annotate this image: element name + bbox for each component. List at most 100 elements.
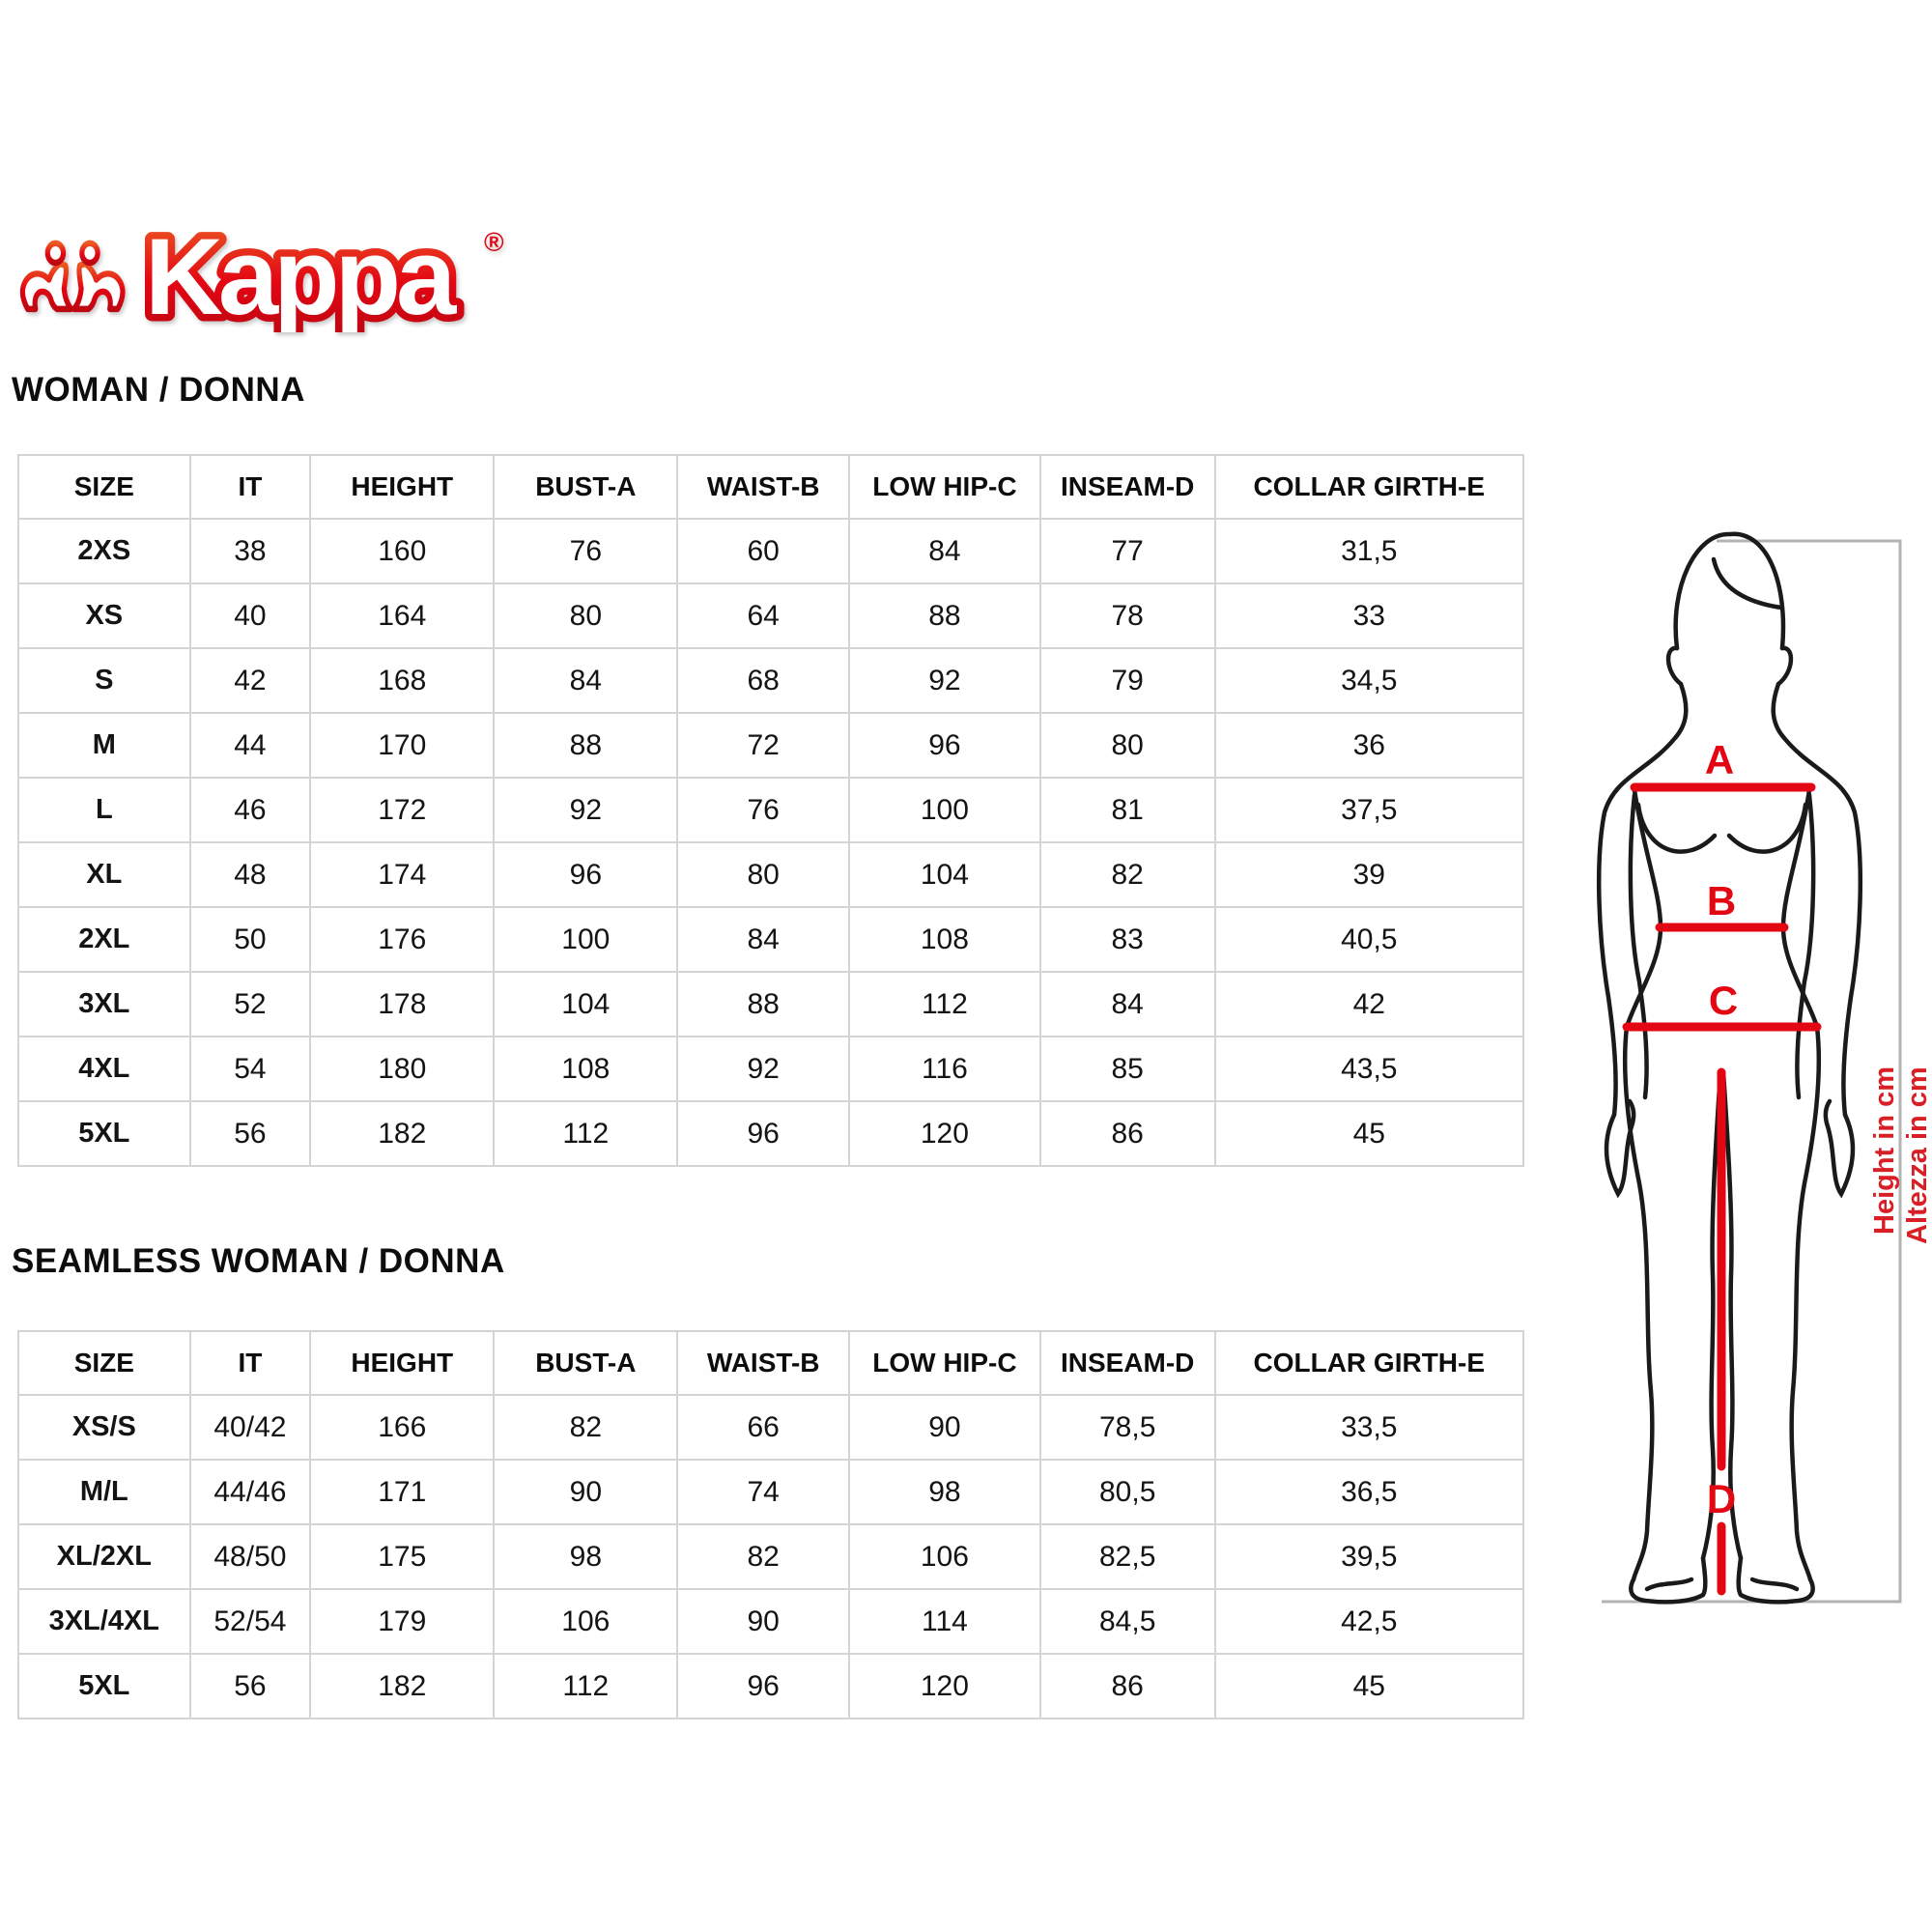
value-cell: 56 xyxy=(188,1653,312,1719)
value-cell: 84 xyxy=(1038,971,1216,1037)
value-cell: 108 xyxy=(847,906,1041,973)
value-cell: 40 xyxy=(188,582,312,649)
column-header: LOW HIP-C xyxy=(847,1330,1041,1396)
label-a: A xyxy=(1705,737,1734,782)
table-row: 2XS 38 160 76 60 84 77 31,5 xyxy=(17,518,1525,584)
table-row: 2XL 50 176 100 84 108 83 40,5 xyxy=(17,906,1525,973)
value-cell: 44/46 xyxy=(188,1459,312,1525)
hair-fringe xyxy=(1711,556,1784,611)
value-cell: 170 xyxy=(309,712,496,779)
kappa-omini-icon xyxy=(19,240,126,313)
column-header: COLLAR GIRTH-E xyxy=(1213,1330,1525,1396)
column-header: HEIGHT xyxy=(309,1330,496,1396)
value-cell: 108 xyxy=(493,1036,679,1102)
value-cell: 42 xyxy=(1213,971,1525,1037)
right-foot xyxy=(1736,1555,1815,1605)
right-ear xyxy=(1776,645,1794,687)
table-row: 5XL 56 182 112 96 120 86 45 xyxy=(17,1100,1525,1167)
height-note-en: Height in cm xyxy=(1869,1066,1900,1235)
value-cell: 176 xyxy=(309,906,496,973)
value-cell: 68 xyxy=(676,647,850,714)
value-cell: 174 xyxy=(309,841,496,908)
value-cell: 160 xyxy=(309,518,496,584)
value-cell: 116 xyxy=(847,1036,1041,1102)
value-cell: 48 xyxy=(188,841,312,908)
size-cell: XS xyxy=(17,582,191,649)
value-cell: 168 xyxy=(309,647,496,714)
value-cell: 78,5 xyxy=(1038,1394,1216,1461)
value-cell: 84 xyxy=(676,906,850,973)
value-cell: 52/54 xyxy=(188,1588,312,1655)
value-cell: 114 xyxy=(847,1588,1041,1655)
label-c: C xyxy=(1709,978,1738,1023)
size-cell: 3XL/4XL xyxy=(17,1588,191,1655)
table-row: XS/S 40/42 166 82 66 90 78,5 33,5 xyxy=(17,1394,1525,1461)
column-header: INSEAM-D xyxy=(1038,1330,1216,1396)
value-cell: 164 xyxy=(309,582,496,649)
value-cell: 78 xyxy=(1038,582,1216,649)
size-cell: M/L xyxy=(17,1459,191,1525)
table-row: XL 48 174 96 80 104 82 39 xyxy=(17,841,1525,908)
height-note-it: Altezza in cm xyxy=(1902,1066,1927,1244)
left-ear xyxy=(1665,645,1684,687)
value-cell: 98 xyxy=(493,1523,679,1590)
right-outer-leg xyxy=(1789,1024,1822,1582)
value-cell: 79 xyxy=(1038,647,1216,714)
value-cell: 38 xyxy=(188,518,312,584)
table-row: 3XL 52 178 104 88 112 84 42 xyxy=(17,971,1525,1037)
height-bracket xyxy=(1602,539,1902,1604)
value-cell: 92 xyxy=(847,647,1041,714)
value-cell: 80,5 xyxy=(1038,1459,1216,1525)
column-header: WAIST-B xyxy=(676,454,850,520)
section-heading-seamless-woman: SEAMLESS WOMAN / DONNA xyxy=(12,1242,505,1280)
value-cell: 120 xyxy=(847,1100,1041,1167)
value-cell: 179 xyxy=(309,1588,496,1655)
left-hand xyxy=(1604,1098,1636,1199)
left-inner-arm xyxy=(1628,792,1649,1100)
value-cell: 178 xyxy=(309,971,496,1037)
value-cell: 96 xyxy=(676,1653,850,1719)
registered-trademark-icon: ® xyxy=(484,227,504,257)
value-cell: 40,5 xyxy=(1213,906,1525,973)
value-cell: 33 xyxy=(1213,582,1525,649)
value-cell: 77 xyxy=(1038,518,1216,584)
value-cell: 82 xyxy=(676,1523,850,1590)
column-header: WAIST-B xyxy=(676,1330,850,1396)
right-hand xyxy=(1823,1098,1856,1199)
kappa-logo-graphic: Kappa ® xyxy=(19,210,504,345)
value-cell: 104 xyxy=(847,841,1041,908)
value-cell: 66 xyxy=(676,1394,850,1461)
right-foot-arch xyxy=(1749,1577,1800,1592)
value-cell: 88 xyxy=(493,712,679,779)
table-row: XS 40 164 80 64 88 78 33 xyxy=(17,582,1525,649)
value-cell: 83 xyxy=(1038,906,1216,973)
value-cell: 171 xyxy=(309,1459,496,1525)
value-cell: 52 xyxy=(188,971,312,1037)
diagram-graphic: A B C D Height in cm Altezza in cm xyxy=(1596,531,1932,1605)
value-cell: 96 xyxy=(493,841,679,908)
value-cell: 90 xyxy=(493,1459,679,1525)
value-cell: 106 xyxy=(847,1523,1041,1590)
left-outer-leg xyxy=(1622,1024,1655,1582)
column-header: HEIGHT xyxy=(309,454,496,520)
value-cell: 88 xyxy=(847,582,1041,649)
value-cell: 96 xyxy=(676,1100,850,1167)
value-cell: 39,5 xyxy=(1213,1523,1525,1590)
value-cell: 31,5 xyxy=(1213,518,1525,584)
value-cell: 98 xyxy=(847,1459,1041,1525)
value-cell: 39 xyxy=(1213,841,1525,908)
size-cell: L xyxy=(17,777,191,843)
value-cell: 45 xyxy=(1213,1653,1525,1719)
left-arm-outline xyxy=(1596,681,1689,1118)
value-cell: 85 xyxy=(1038,1036,1216,1102)
value-cell: 96 xyxy=(847,712,1041,779)
value-cell: 82,5 xyxy=(1038,1523,1216,1590)
table-row: M 44 170 88 72 96 80 36 xyxy=(17,712,1525,779)
value-cell: 92 xyxy=(493,777,679,843)
value-cell: 80 xyxy=(493,582,679,649)
value-cell: 48/50 xyxy=(188,1523,312,1590)
left-foot xyxy=(1629,1555,1708,1605)
value-cell: 45 xyxy=(1213,1100,1525,1167)
size-cell: XS/S xyxy=(17,1394,191,1461)
